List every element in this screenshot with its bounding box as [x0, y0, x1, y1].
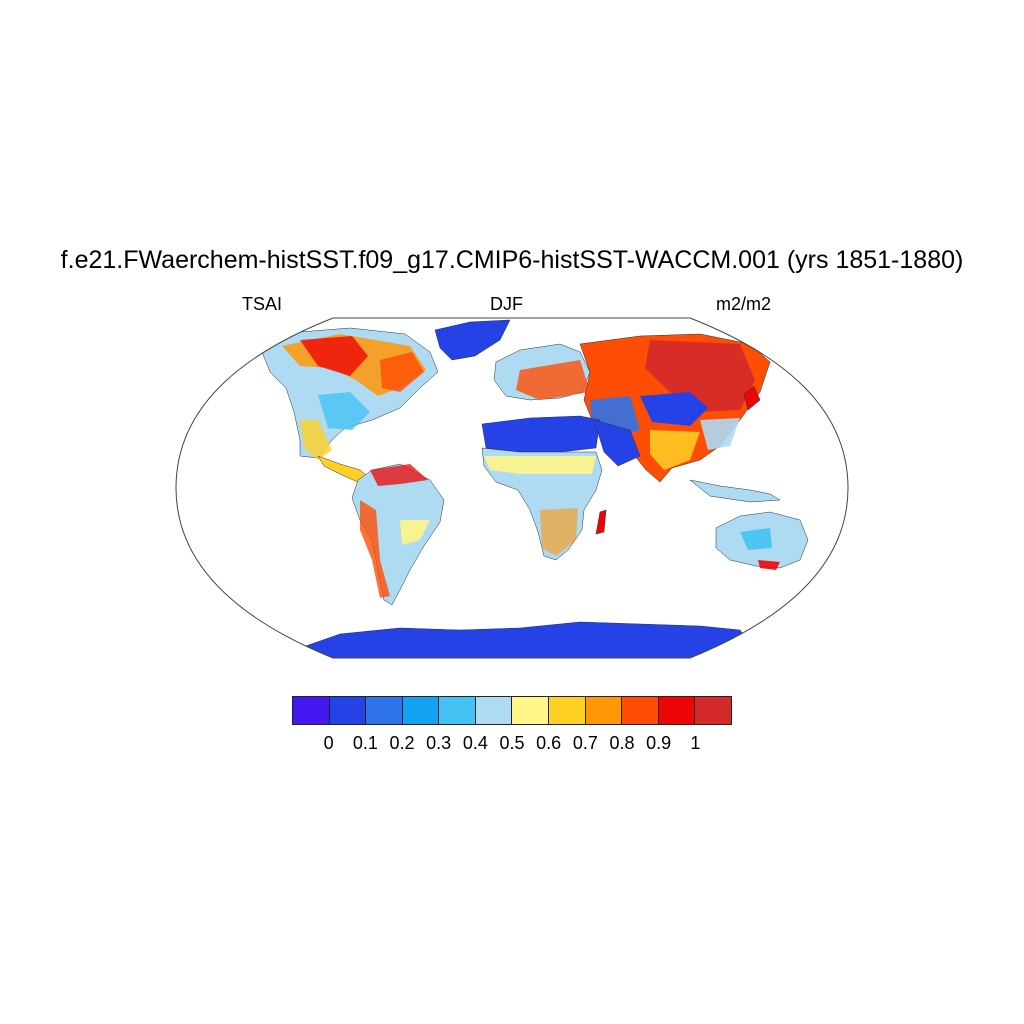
colorbar-box: [549, 697, 586, 724]
south-america: [351, 463, 445, 606]
colorbar-box: [622, 697, 659, 724]
colorbar-tick-label: 0.6: [536, 733, 562, 753]
antarctica: [279, 621, 761, 658]
arabia: [593, 419, 641, 467]
colorbar-tick-label: 0: [323, 733, 334, 753]
madagascar: [595, 509, 607, 535]
colorbar-tick-label: 0.1: [352, 733, 378, 753]
map-outline: [175, 317, 849, 659]
colorbar-tick-label: 0.3: [426, 733, 452, 753]
colorbar-tick-label: 0.5: [499, 733, 525, 753]
colorbar-box: [402, 697, 440, 724]
figure-title: f.e21.FWaerchem-histSST.f09_g17.CMIP6-hi…: [60, 246, 964, 274]
colorbar-box: [439, 697, 476, 724]
colorbar-tick-label: 0.4: [462, 733, 488, 753]
colorbar-box: [329, 697, 367, 724]
colorbar-box: [658, 697, 696, 724]
season-label: DJF: [490, 294, 523, 314]
colorbar-tick-label: 0.2: [389, 733, 415, 753]
colorbar-box: [366, 697, 403, 724]
colorbar-box: [293, 697, 330, 724]
colorbar-tick-label: 0.8: [609, 733, 635, 753]
maritime-continent: [689, 479, 781, 503]
colorbar-box: [585, 697, 623, 724]
colorbar-tick-label: 0.9: [646, 733, 672, 753]
colorbar-box: [695, 697, 731, 724]
colorbar-box: [512, 697, 550, 724]
colorbar: [292, 696, 732, 725]
colorbar-tick-label: 1: [690, 733, 701, 753]
new-zealand: [809, 569, 827, 597]
variable-label: TSAI: [242, 294, 283, 314]
greenland: [434, 319, 511, 361]
sahara: [481, 415, 601, 453]
japan: [743, 385, 761, 411]
colorbar-box: [475, 697, 513, 724]
colorbar-tick-label: 0.7: [572, 733, 598, 753]
units-label: m2/m2: [716, 294, 772, 314]
